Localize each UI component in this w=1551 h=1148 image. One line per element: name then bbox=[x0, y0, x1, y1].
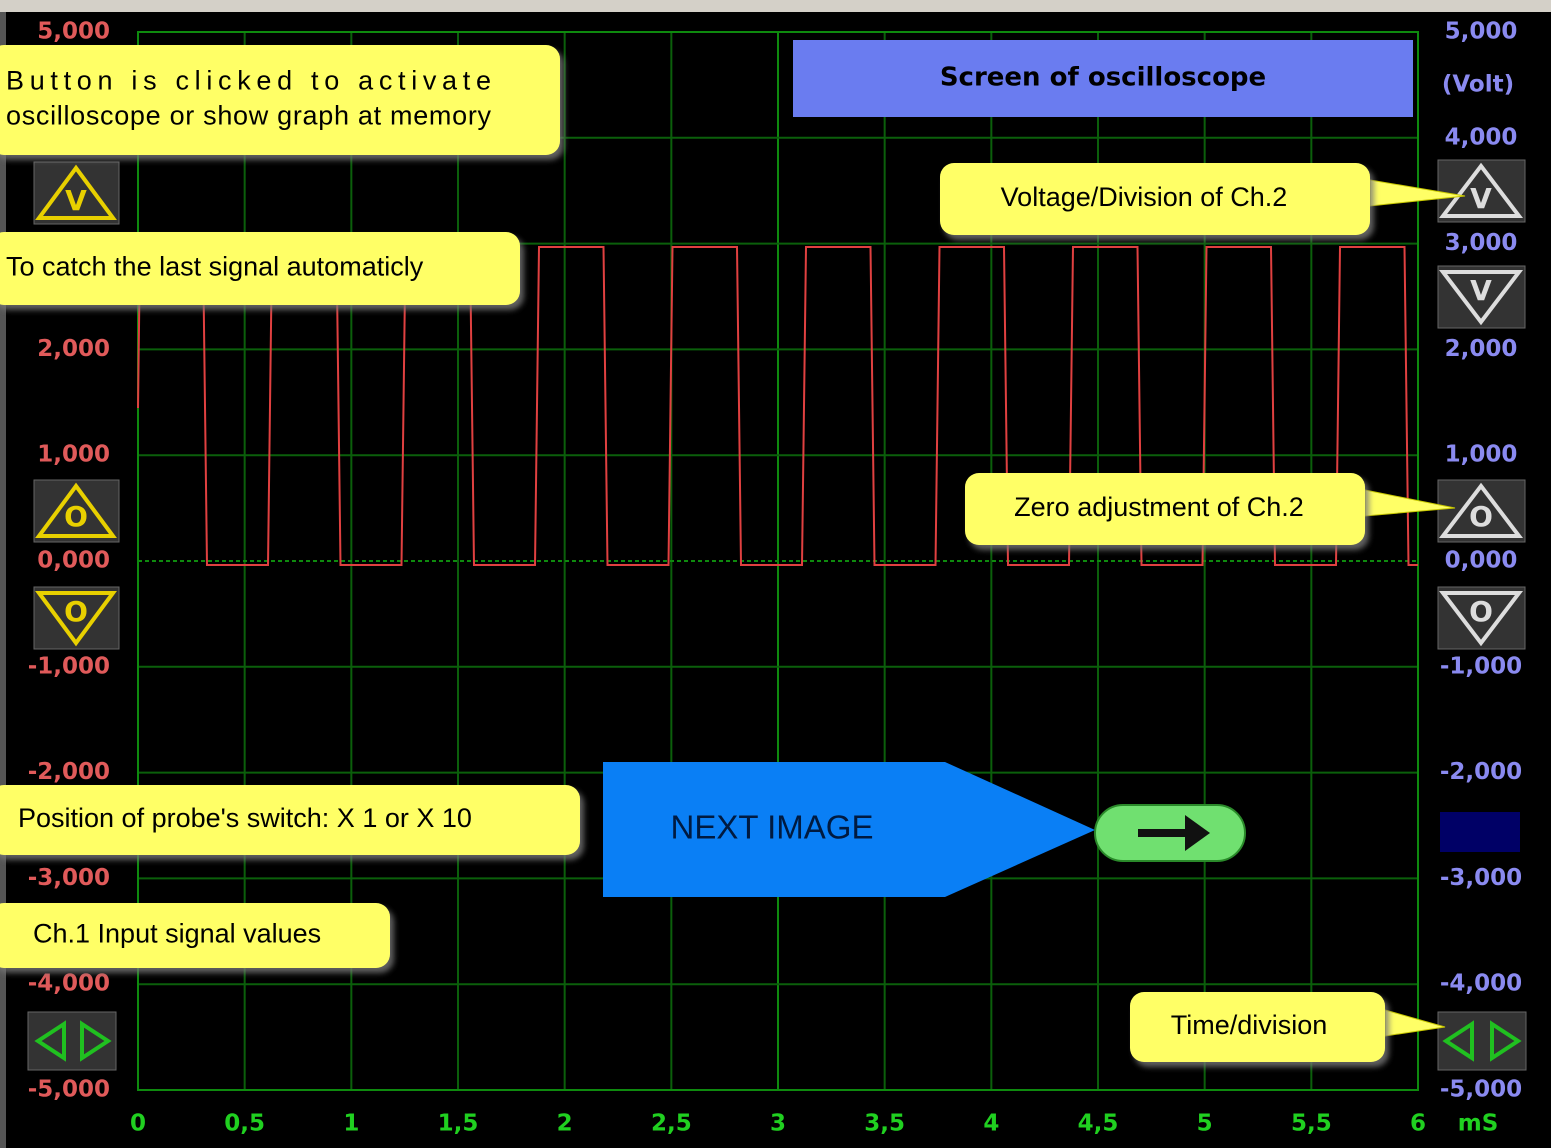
callout-text: Time/division bbox=[1171, 1010, 1328, 1040]
ch2-tick-label: 5,000 bbox=[1445, 19, 1518, 45]
ch1-tick-label: -3,000 bbox=[28, 865, 110, 891]
ch1-tick-label: -2,000 bbox=[28, 759, 110, 785]
window-left-edge bbox=[0, 12, 6, 1148]
ch2-tick-label: 4,000 bbox=[1445, 124, 1518, 150]
callout-box bbox=[940, 163, 1370, 235]
callout-text: Voltage/Division of Ch.2 bbox=[1001, 182, 1288, 212]
callout-text: Ch.1 Input signal values bbox=[33, 919, 321, 949]
time-tick-label: 1,5 bbox=[438, 1111, 479, 1137]
coupling-box bbox=[1440, 812, 1520, 852]
callout-box bbox=[0, 785, 580, 855]
time-tick-label: 4 bbox=[983, 1111, 999, 1137]
ch2-volt-up-button[interactable]: V bbox=[1437, 159, 1526, 223]
next-image-label: NEXT IMAGE bbox=[671, 809, 874, 846]
callout-box bbox=[0, 45, 560, 155]
time-unit: mS bbox=[1458, 1111, 1499, 1137]
ch2-unit: (Volt) bbox=[1442, 72, 1514, 98]
callout-box bbox=[0, 903, 390, 968]
svg-text:O: O bbox=[64, 500, 88, 533]
ch1-zero-up-button[interactable]: O bbox=[33, 479, 120, 543]
ch2-tick-label: -1,000 bbox=[1440, 653, 1522, 679]
ch2-tick-label: 2,000 bbox=[1445, 336, 1518, 362]
time-tick-label: 0,5 bbox=[224, 1111, 265, 1137]
time-tick-label: 3,5 bbox=[864, 1111, 905, 1137]
ch2-volt-down-button[interactable]: V bbox=[1437, 265, 1526, 329]
svg-text:V: V bbox=[65, 184, 87, 217]
ch2-tick-label: 0,000 bbox=[1445, 548, 1518, 574]
plot-border bbox=[137, 31, 1419, 1091]
ch2-tick-label: 3,000 bbox=[1445, 230, 1518, 256]
callout-text: Zero adjustment of Ch.2 bbox=[1014, 492, 1304, 522]
window-top-bar bbox=[0, 0, 1551, 12]
callout-text: oscilloscope or show graph at memory bbox=[6, 101, 492, 131]
ch1-tick-label: -4,000 bbox=[28, 971, 110, 997]
callout-box bbox=[965, 473, 1365, 545]
ch2-tick-label: -3,000 bbox=[1440, 865, 1522, 891]
ch1-tick-label: 1,000 bbox=[37, 442, 110, 468]
time-tick-label: 0 bbox=[130, 1111, 146, 1137]
ch2-tick-label: -5,000 bbox=[1440, 1077, 1522, 1103]
callouts: Button is clicked to activateoscilloscop… bbox=[0, 45, 1466, 1062]
time-tick-label: 1 bbox=[343, 1111, 359, 1137]
ch1-time-button[interactable] bbox=[27, 1011, 117, 1071]
ch1-tick-label: -1,000 bbox=[28, 653, 110, 679]
ch1-tick-label: 2,000 bbox=[37, 336, 110, 362]
svg-text:V: V bbox=[1470, 274, 1492, 307]
time-tick-label: 6 bbox=[1410, 1111, 1426, 1137]
ch2-zero-up-button[interactable]: O bbox=[1437, 479, 1526, 543]
ch2-tick-label: 1,000 bbox=[1445, 442, 1518, 468]
ch1-tick-label: -5,000 bbox=[28, 1077, 110, 1103]
time-tick-label: 5,5 bbox=[1291, 1111, 1332, 1137]
svg-text:O: O bbox=[1469, 500, 1493, 533]
svg-text:O: O bbox=[1469, 595, 1493, 628]
ch2-zero-down-button[interactable]: O bbox=[1437, 586, 1526, 650]
svg-text:V: V bbox=[1470, 182, 1492, 215]
time-tick-label: 3 bbox=[770, 1111, 786, 1137]
callout-text: Position of probe's switch: X 1 or X 10 bbox=[18, 803, 472, 833]
ch2-time-button[interactable] bbox=[1437, 1011, 1527, 1071]
title: Screen of oscilloscope bbox=[940, 63, 1266, 93]
time-tick-label: 4,5 bbox=[1078, 1111, 1119, 1137]
ch1-zero-down-button[interactable]: O bbox=[33, 586, 120, 650]
ch2-tick-label: -4,000 bbox=[1440, 971, 1522, 997]
time-tick-label: 5 bbox=[1197, 1111, 1213, 1137]
callout-box bbox=[0, 232, 520, 305]
ch1-waveform bbox=[137, 246, 1418, 566]
time-tick-label: 2 bbox=[557, 1111, 573, 1137]
ch1-tick-label: 0,000 bbox=[37, 548, 110, 574]
ch2-tick-label: -2,000 bbox=[1440, 759, 1522, 785]
ch1-volt-up-button[interactable]: V bbox=[33, 161, 120, 225]
callout-box bbox=[1130, 992, 1385, 1062]
ch1-tick-label: 5,000 bbox=[37, 19, 110, 45]
next-image-arrow bbox=[603, 762, 1095, 897]
time-tick-label: 2,5 bbox=[651, 1111, 692, 1137]
callout-text: To catch the last signal automaticly bbox=[6, 252, 424, 282]
title-box bbox=[793, 40, 1413, 117]
next-button[interactable] bbox=[1094, 804, 1246, 862]
svg-text:O: O bbox=[64, 595, 88, 628]
